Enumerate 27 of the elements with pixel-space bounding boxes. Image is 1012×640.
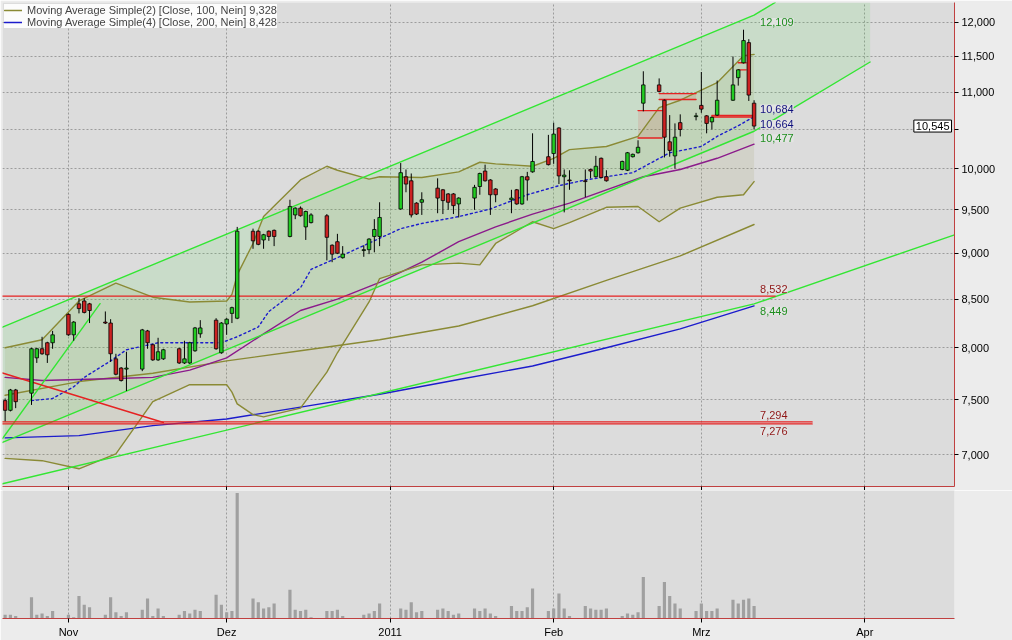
y-tick-label: 7,500 bbox=[961, 393, 990, 406]
x-tick-label: Nov bbox=[58, 625, 79, 638]
annotation: 10,545 bbox=[915, 120, 950, 133]
annotation: 7,294 bbox=[760, 408, 788, 421]
legend-label: Moving Average Simple(4) [Close, 200, Nein] 8,428 bbox=[27, 16, 277, 28]
annotation: 10,664 bbox=[760, 118, 794, 131]
x-tick-label: Dez bbox=[216, 625, 237, 638]
x-tick-label: Feb bbox=[544, 625, 564, 638]
x-tick-label: Apr bbox=[856, 625, 874, 638]
annotation: 7,276 bbox=[760, 424, 788, 437]
annotation: 8,532 bbox=[760, 283, 788, 296]
y-tick-label: 7,000 bbox=[961, 448, 990, 461]
y-tick-label: 11,000 bbox=[961, 86, 995, 99]
y-tick-label: 9,500 bbox=[961, 203, 990, 216]
x-tick-label: Mrz bbox=[692, 625, 711, 638]
y-tick-label: 8,000 bbox=[961, 341, 990, 354]
y-tick-label: 10,000 bbox=[961, 162, 996, 175]
annotation: 10,477 bbox=[760, 132, 794, 145]
y-tick-label: 12,000 bbox=[961, 16, 996, 29]
y-tick-label: 11,500 bbox=[961, 50, 995, 63]
x-tick-label: 2011 bbox=[378, 625, 402, 638]
annotation: 10,684 bbox=[760, 102, 794, 115]
y-tick-label: 8,500 bbox=[961, 293, 990, 306]
legend-label: Moving Average Simple(2) [Close, 100, Nein] 9,328 bbox=[27, 4, 277, 16]
annotation: 8,449 bbox=[760, 304, 788, 317]
annotation: 12,109 bbox=[760, 16, 794, 29]
y-tick-label: 9,000 bbox=[961, 247, 990, 260]
